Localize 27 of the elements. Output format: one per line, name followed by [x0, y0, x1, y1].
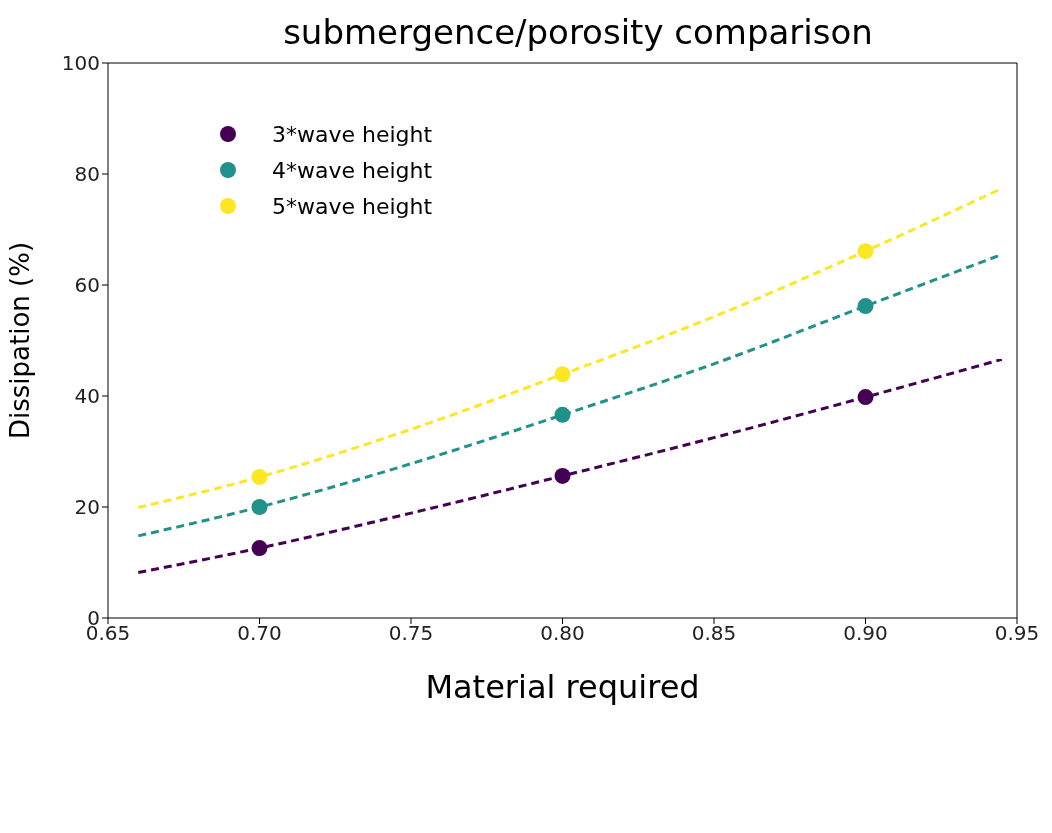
point: [857, 298, 874, 315]
legend-label: 4*wave height: [272, 157, 433, 183]
point: [251, 540, 268, 557]
point: [554, 467, 571, 484]
point: [857, 389, 874, 406]
x-tick-label: 0.75: [388, 621, 434, 646]
x-tick-label: 0.70: [237, 621, 282, 646]
point: [554, 366, 571, 383]
y-tick-label: 80: [74, 162, 100, 187]
line-series: [136, 357, 1004, 574]
point: [857, 243, 874, 260]
y-axis-title: Dissipation (%): [5, 241, 36, 440]
x-tick-label: 0.90: [843, 621, 888, 646]
point: [554, 406, 571, 423]
legend-label: 3*wave height: [272, 121, 433, 147]
point: [251, 469, 268, 486]
chart-title: submergence/porosity comparison: [283, 12, 873, 52]
legend-label: 5*wave height: [272, 193, 433, 219]
y-tick-label: 100: [61, 51, 100, 76]
point: [251, 499, 268, 515]
y-tick-label: 20: [74, 495, 100, 520]
y-tick-label: 40: [74, 384, 100, 409]
x-axis-title: Material required: [425, 668, 700, 706]
x-tick-label: 0.95: [994, 621, 1040, 646]
y-tick-label: 60: [74, 273, 100, 298]
x-tick-label: 0.85: [691, 621, 737, 646]
x-tick-label: 0.80: [540, 621, 585, 646]
